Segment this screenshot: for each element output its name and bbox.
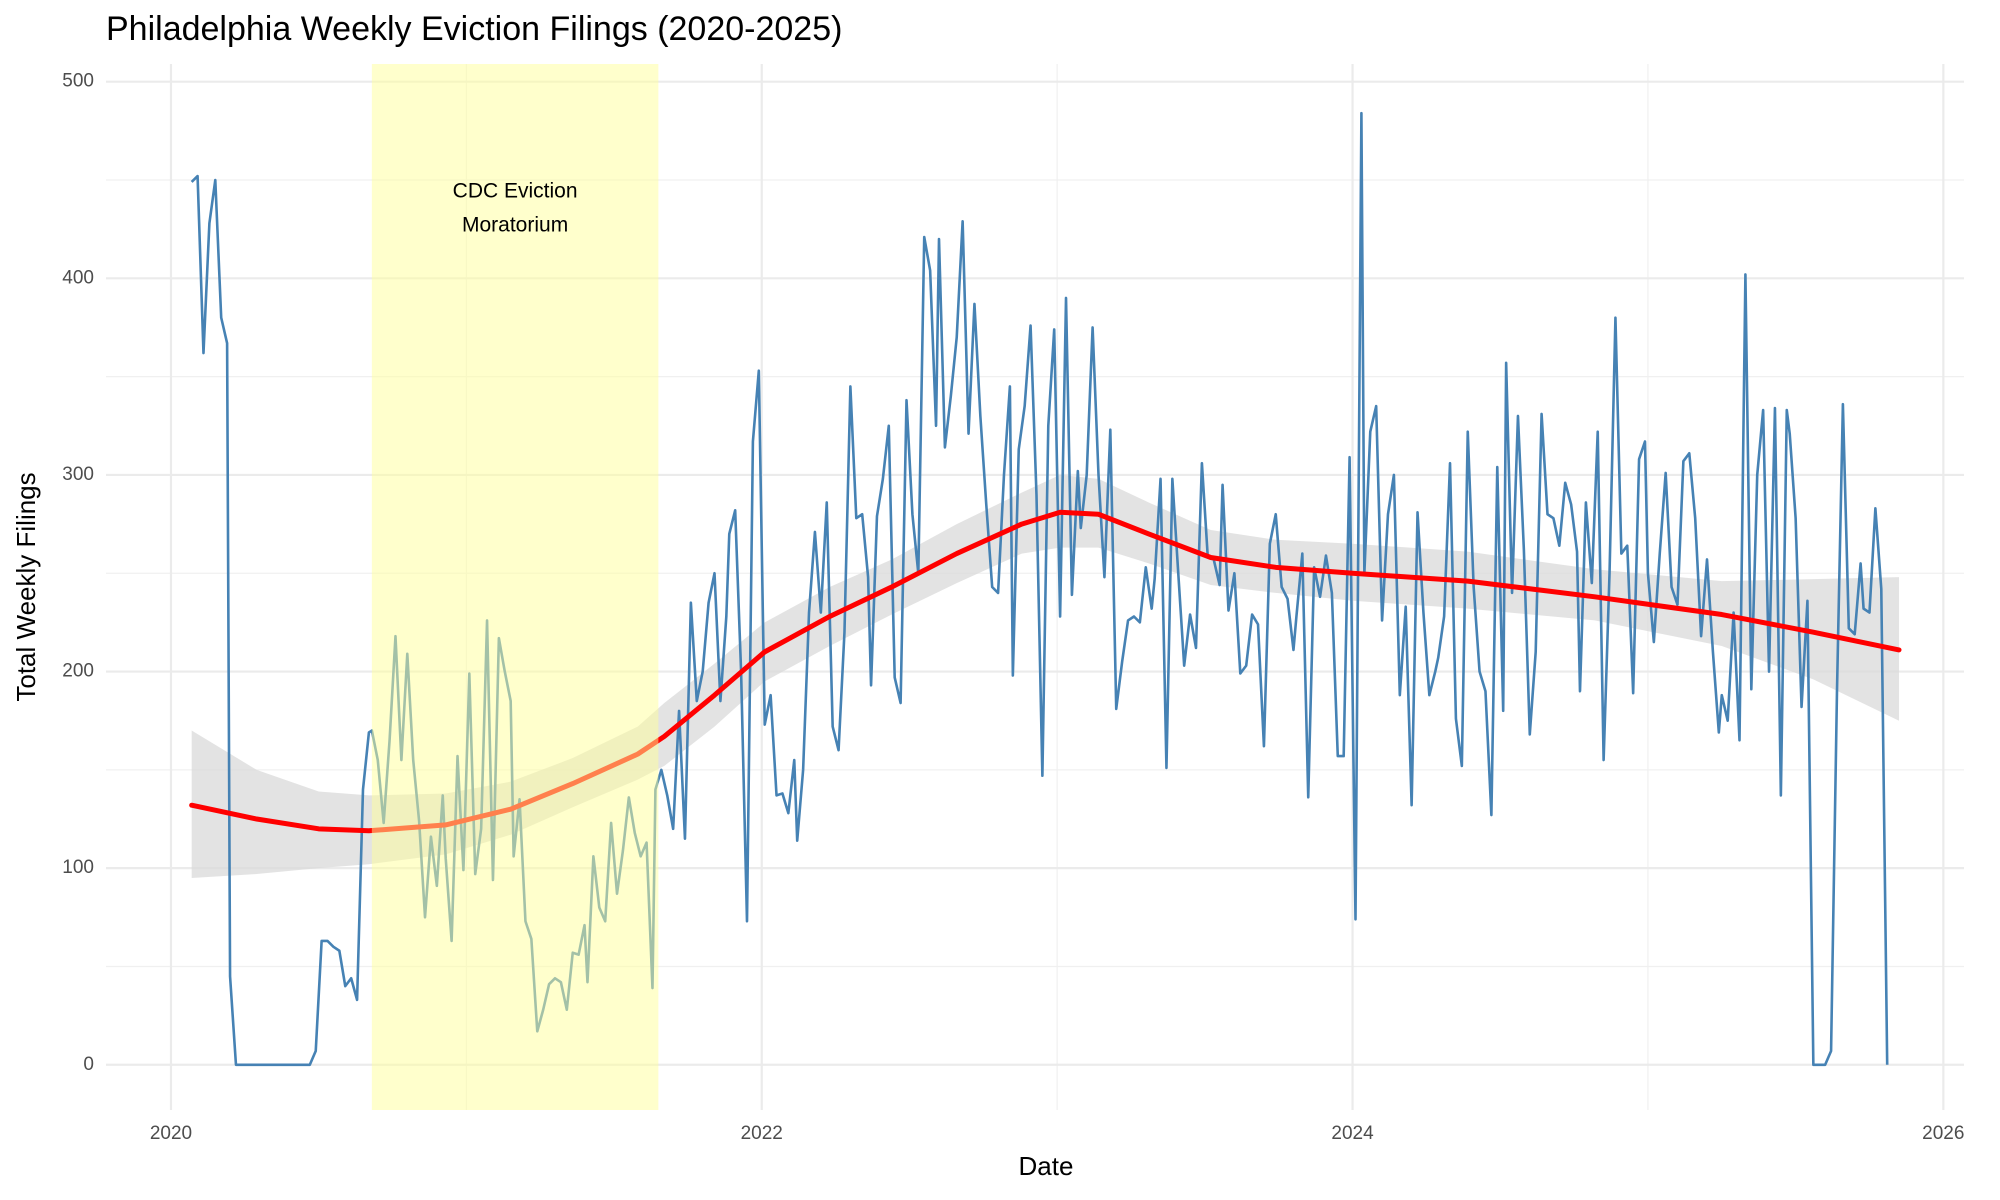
y-tick-label: 400 [62, 267, 94, 288]
y-axis-title: Total Weekly Filings [11, 472, 41, 701]
x-tick-label: 2026 [1922, 1123, 1964, 1144]
y-tick-label: 300 [62, 464, 94, 485]
x-tick-label: 2020 [150, 1123, 192, 1144]
annotation: Moratorium [462, 214, 568, 237]
chart-title: Philadelphia Weekly Eviction Filings (20… [106, 10, 842, 48]
y-tick-label: 0 [83, 1054, 94, 1075]
annotation: CDC Eviction [453, 180, 578, 203]
y-tick-label: 500 [62, 71, 94, 92]
x-tick-label: 2024 [1331, 1123, 1374, 1144]
y-tick-label: 200 [62, 661, 94, 682]
x-axis-title: Date [1019, 1151, 1074, 1181]
shaded-region [371, 64, 659, 1110]
y-tick-label: 100 [62, 857, 94, 878]
x-tick-label: 2022 [741, 1123, 783, 1144]
